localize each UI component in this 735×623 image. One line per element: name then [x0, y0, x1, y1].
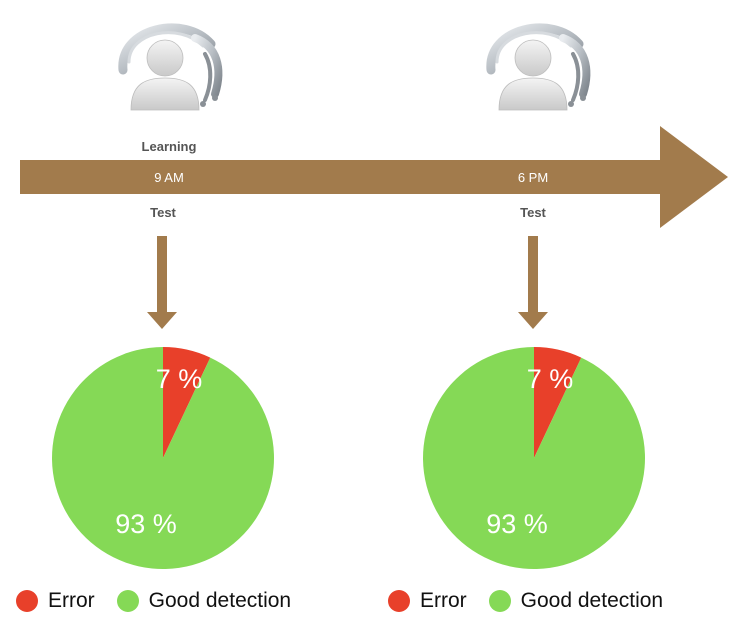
legend-label: Error — [48, 589, 95, 612]
down-arrow — [147, 236, 177, 329]
pie-slice-error — [163, 347, 211, 458]
legend-swatch-good-detection — [116, 590, 139, 612]
pie-data-label: 93 % — [115, 509, 177, 539]
pie-chart: 7 % 93 % — [52, 347, 275, 569]
event-top-label: Learning — [142, 139, 197, 154]
eeg-headset-user-icon — [123, 28, 219, 110]
legend-swatch-error — [16, 590, 38, 612]
down-arrow — [518, 236, 548, 329]
pie-slice-error — [534, 347, 582, 458]
legend-label: Good detection — [520, 589, 664, 612]
legend-label: Good detection — [148, 589, 292, 612]
pie-legend: Error Good detection — [388, 588, 663, 614]
pie-legend: Error Good detection — [16, 588, 291, 614]
timeline-arrow — [20, 126, 728, 228]
event-bottom-label: Test — [150, 205, 176, 220]
eeg-headset-user-icon — [491, 28, 587, 110]
legend-swatch-good-detection — [488, 590, 511, 612]
event-bottom-label: Test — [520, 205, 546, 220]
event-time: 6 PM — [518, 170, 548, 185]
pie-data-label: 93 % — [486, 509, 548, 539]
pie-slice-good-detection — [52, 347, 275, 569]
pie-chart: 7 % 93 % — [423, 347, 645, 569]
pie-slice-good-detection — [423, 347, 645, 569]
legend-label: Error — [420, 589, 467, 612]
pie-data-label: 7 % — [156, 364, 203, 394]
legend-swatch-error — [388, 590, 410, 612]
pie-data-label: 7 % — [527, 364, 574, 394]
event-time: 9 AM — [154, 170, 184, 185]
